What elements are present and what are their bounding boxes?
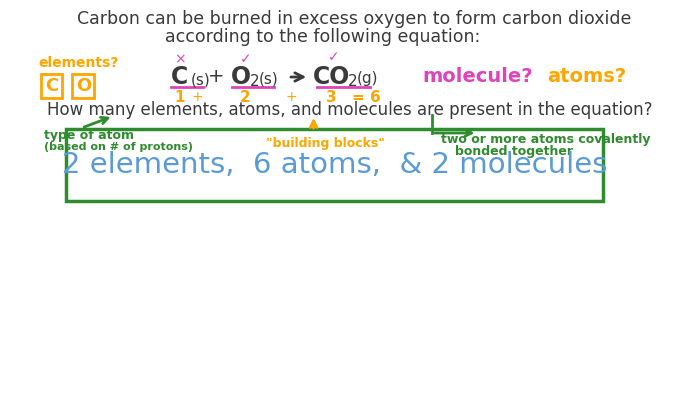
Text: molecule?: molecule? xyxy=(422,68,533,86)
Text: (s): (s) xyxy=(259,72,279,86)
Text: = 6: = 6 xyxy=(352,90,381,105)
Text: atoms?: atoms? xyxy=(547,68,626,86)
Text: C: C xyxy=(172,65,188,89)
Text: ✓: ✓ xyxy=(328,50,340,64)
Text: bonded together: bonded together xyxy=(455,145,573,158)
Text: +: + xyxy=(285,90,297,104)
Text: elements?: elements? xyxy=(38,56,119,70)
Text: How many elements, atoms, and molecules are present in the equation?: How many elements, atoms, and molecules … xyxy=(48,101,652,119)
Text: "building blocks": "building blocks" xyxy=(266,136,385,149)
Text: according to the following equation:: according to the following equation: xyxy=(165,28,480,46)
Text: +: + xyxy=(208,68,225,86)
Text: type of atom: type of atom xyxy=(44,129,134,141)
Bar xyxy=(66,129,603,201)
Text: 1: 1 xyxy=(174,90,185,105)
Text: Carbon can be burned in excess oxygen to form carbon dioxide: Carbon can be burned in excess oxygen to… xyxy=(78,10,631,28)
Bar xyxy=(41,74,62,98)
Text: (based on # of protons): (based on # of protons) xyxy=(44,142,193,152)
Text: (g): (g) xyxy=(356,72,378,86)
Text: ×: × xyxy=(174,52,186,66)
Text: 2 elements,  6 atoms,  & 2 molecules: 2 elements, 6 atoms, & 2 molecules xyxy=(62,151,607,179)
Text: 2: 2 xyxy=(348,75,358,90)
Text: 2: 2 xyxy=(250,75,260,90)
Text: 3: 3 xyxy=(326,90,337,105)
Text: ✓: ✓ xyxy=(239,52,251,66)
Text: two or more atoms covalently: two or more atoms covalently xyxy=(441,134,650,147)
Text: C: C xyxy=(45,77,58,95)
Text: O: O xyxy=(231,65,251,89)
Text: CO: CO xyxy=(313,65,351,89)
Text: O: O xyxy=(76,77,91,95)
Bar xyxy=(73,74,94,98)
Text: 2: 2 xyxy=(240,90,251,105)
Text: (s): (s) xyxy=(190,72,211,88)
Text: +: + xyxy=(191,90,203,104)
